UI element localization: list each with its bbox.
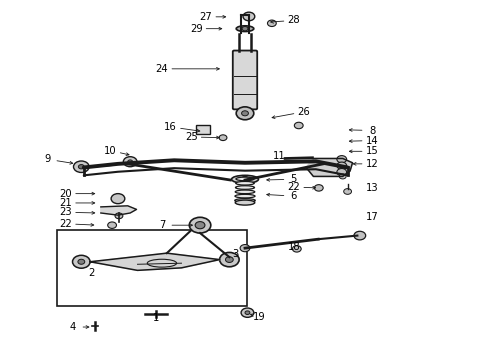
Ellipse shape [235,199,255,202]
Circle shape [225,257,233,262]
Text: 9: 9 [44,154,50,164]
Text: 4: 4 [70,322,76,332]
Text: 16: 16 [164,122,177,132]
Polygon shape [90,253,220,270]
Text: 15: 15 [366,146,378,156]
Circle shape [111,194,125,204]
Circle shape [294,122,303,129]
Text: 20: 20 [59,189,72,199]
Circle shape [219,135,227,140]
Circle shape [315,185,323,191]
Circle shape [243,12,255,21]
Text: 25: 25 [185,132,197,142]
Circle shape [241,308,254,318]
Text: 23: 23 [59,207,72,217]
Ellipse shape [236,177,254,181]
FancyBboxPatch shape [196,125,210,134]
Text: 28: 28 [288,15,300,26]
Circle shape [337,168,346,176]
Circle shape [189,217,211,233]
Ellipse shape [236,186,254,189]
Text: 19: 19 [253,312,266,322]
Ellipse shape [235,200,255,205]
Text: 14: 14 [366,136,378,145]
Circle shape [245,311,250,315]
Text: 11: 11 [273,150,286,161]
Circle shape [293,246,301,252]
Circle shape [123,157,137,167]
Ellipse shape [232,175,258,183]
Circle shape [339,174,346,179]
Text: 1: 1 [153,313,159,323]
Ellipse shape [236,181,254,185]
Text: 26: 26 [297,107,310,117]
Text: 21: 21 [59,198,72,208]
Circle shape [236,107,254,120]
Circle shape [268,20,276,27]
Circle shape [74,161,89,172]
Circle shape [128,160,133,163]
Circle shape [242,111,248,116]
Ellipse shape [236,26,254,32]
Circle shape [337,162,346,169]
Text: 12: 12 [366,159,378,169]
Circle shape [220,252,239,267]
Text: 2: 2 [88,268,94,278]
Circle shape [343,189,351,194]
Text: 7: 7 [159,220,165,230]
Text: 8: 8 [369,126,375,135]
Polygon shape [101,206,137,215]
Circle shape [78,259,85,264]
Circle shape [195,222,205,229]
Text: 13: 13 [366,183,378,193]
Text: 22: 22 [59,219,72,229]
Circle shape [337,156,346,163]
Text: 17: 17 [366,212,378,221]
Circle shape [354,231,366,240]
Bar [57,230,247,306]
Circle shape [108,222,117,228]
Text: 6: 6 [291,191,297,201]
Text: 10: 10 [104,145,117,156]
Ellipse shape [235,190,255,194]
FancyBboxPatch shape [233,50,257,109]
Text: 24: 24 [156,64,168,74]
Text: 29: 29 [190,24,202,34]
Circle shape [73,255,90,268]
Circle shape [241,176,249,182]
Ellipse shape [235,194,255,198]
Text: 18: 18 [288,242,300,252]
Circle shape [240,244,250,252]
Text: 5: 5 [291,174,297,184]
Polygon shape [306,158,352,176]
Text: 3: 3 [232,248,238,258]
Circle shape [242,27,248,31]
Circle shape [115,213,123,219]
Text: 27: 27 [199,12,212,22]
Circle shape [78,165,84,169]
Text: 22: 22 [288,182,300,192]
